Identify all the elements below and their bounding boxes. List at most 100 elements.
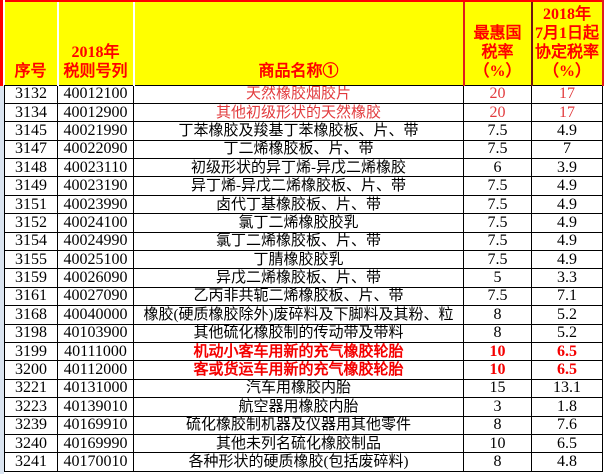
serial-cell: 3239 <box>4 415 58 435</box>
name-cell: 其他硫化橡胶制的传动带及带料 <box>133 323 464 343</box>
table-row: 3132 40012100 天然橡胶烟胶片 20 17 <box>4 84 603 104</box>
mfn-rate-cell: 20 <box>463 102 532 123</box>
serial-cell: 3200 <box>4 360 58 380</box>
code-cell: 40169910 <box>57 415 134 435</box>
header-mfn-rate: 最惠国 税率 （%） <box>462 0 532 86</box>
agreement-rate-cell: 4.9 <box>531 213 603 233</box>
code-cell: 40112000 <box>57 360 134 380</box>
name-cell: 氯丁二烯橡胶胶乳 <box>133 213 464 233</box>
table-row: 3168 40040000 橡胶(硬质橡胶除外)废碎料及下脚料及其粉、粒 8 5.2 <box>4 305 603 325</box>
table-row: 3221 40131000 汽车用橡胶内胎 15 13.1 <box>4 378 603 399</box>
table-row: 3239 40169910 硫化橡胶制机器及仪器用其他零件 8 7.6 <box>4 415 603 435</box>
mfn-rate-cell: 7.5 <box>463 176 532 196</box>
name-cell: 客或货运车用新的充气橡胶轮胎 <box>133 360 464 380</box>
table-row: 3159 40026090 异戊二烯橡胶板、片、带 5 3.3 <box>4 268 603 288</box>
agreement-rate-cell: 13.1 <box>531 378 603 399</box>
mfn-rate-cell: 15 <box>463 378 532 399</box>
name-cell: 丁苯橡胶及羧基丁苯橡胶板、片、带 <box>133 121 464 141</box>
agreement-rate-cell: 5.2 <box>531 305 603 325</box>
name-cell: 航空器用橡胶内胎 <box>133 397 464 417</box>
agreement-rate-cell: 4.9 <box>531 250 603 270</box>
table-row: 3223 40139010 航空器用橡胶内胎 3 1.8 <box>4 397 603 417</box>
mfn-rate-cell: 8 <box>463 323 532 343</box>
name-cell: 氯丁二烯橡胶板、片、带 <box>133 231 464 252</box>
code-cell: 40012100 <box>57 84 134 104</box>
serial-cell: 3149 <box>4 176 58 196</box>
mfn-rate-cell: 7.5 <box>463 139 532 160</box>
code-cell: 40026090 <box>57 268 134 288</box>
serial-cell: 3154 <box>4 231 58 252</box>
serial-cell: 3223 <box>4 397 58 417</box>
code-cell: 40027090 <box>57 286 134 307</box>
name-cell: 机动小客车用新的充气橡胶轮胎 <box>133 341 464 362</box>
serial-cell: 3151 <box>4 194 58 215</box>
code-cell: 40169990 <box>57 433 134 454</box>
mfn-rate-cell: 7.5 <box>463 250 532 270</box>
code-cell: 40170010 <box>57 452 134 472</box>
table-row: 3148 40023110 初级形状的异丁烯-异戊二烯橡胶 6 3.9 <box>4 158 603 178</box>
code-cell: 40012900 <box>57 102 134 123</box>
serial-cell: 3152 <box>4 213 58 233</box>
mfn-rate-cell: 7.5 <box>463 121 532 141</box>
serial-cell: 3168 <box>4 305 58 325</box>
mfn-rate-cell: 20 <box>463 84 532 104</box>
serial-cell: 3147 <box>4 139 58 160</box>
agreement-rate-cell: 17 <box>531 102 603 123</box>
name-cell: 橡胶(硬质橡胶除外)废碎料及下脚料及其粉、粒 <box>133 305 464 325</box>
mfn-rate-cell: 8 <box>463 305 532 325</box>
serial-cell: 3161 <box>4 286 58 307</box>
serial-cell: 3148 <box>4 158 58 178</box>
mfn-rate-cell: 5 <box>463 268 532 288</box>
mfn-rate-cell: 10 <box>463 360 532 380</box>
name-cell: 丁二烯橡胶板、片、带 <box>133 139 464 160</box>
header-serial: 序号 <box>4 0 58 86</box>
name-cell: 其他未列名硫化橡胶制品 <box>133 433 464 454</box>
header-agreement-rate: 2018年 7月1日起 协定税率 （%） <box>530 0 604 86</box>
code-cell: 40021990 <box>57 121 134 141</box>
table-body: 3132 40012100 天然橡胶烟胶片 20 17 3134 40012900 其他初级形… <box>4 84 603 472</box>
code-cell: 40131000 <box>57 378 134 399</box>
agreement-rate-cell: 5.2 <box>531 323 603 343</box>
mfn-rate-cell: 7.5 <box>463 231 532 252</box>
name-cell: 初级形状的异丁烯-异戊二烯橡胶 <box>133 158 464 178</box>
mfn-rate-cell: 10 <box>463 341 532 362</box>
name-cell: 汽车用橡胶内胎 <box>133 378 464 399</box>
table-row: 3200 40112000 客或货运车用新的充气橡胶轮胎 10 6.5 <box>4 360 603 380</box>
mfn-rate-cell: 6 <box>463 158 532 178</box>
table-row: 3161 40027090 乙丙非共轭二烯橡胶板、片、带 7.5 7.1 <box>4 286 603 307</box>
agreement-rate-cell: 6.5 <box>531 433 603 454</box>
code-cell: 40040000 <box>57 305 134 325</box>
name-cell: 各种形状的硬质橡胶(包括废碎料) <box>133 452 464 472</box>
table-row: 3155 40025100 丁腈橡胶胶乳 7.5 4.9 <box>4 250 603 270</box>
name-cell: 异丁烯-异戊二烯橡胶板、片、带 <box>133 176 464 196</box>
serial-cell: 3198 <box>4 323 58 343</box>
code-cell: 40139010 <box>57 397 134 417</box>
table-row: 3241 40170010 各种形状的硬质橡胶(包括废碎料) 8 4.8 <box>4 452 603 472</box>
table-row: 3198 40103900 其他硫化橡胶制的传动带及带料 8 5.2 <box>4 323 603 343</box>
agreement-rate-cell: 1.8 <box>531 397 603 417</box>
header-tariff-code: 2018年 税则号列 <box>56 0 134 86</box>
agreement-rate-cell: 7 <box>531 139 603 160</box>
table-row: 3145 40021990 丁苯橡胶及羧基丁苯橡胶板、片、带 7.5 4.9 <box>4 121 603 141</box>
code-cell: 40025100 <box>57 250 134 270</box>
agreement-rate-cell: 4.9 <box>531 194 603 215</box>
code-cell: 40023110 <box>57 158 134 178</box>
agreement-rate-cell: 3.9 <box>531 158 603 178</box>
left-gutter-body <box>0 86 4 474</box>
table-header: 序号 2018年 税则号列 商品名称① 最惠国 税率 （%） 2018年 7月1… <box>4 0 604 86</box>
agreement-rate-cell: 17 <box>531 84 603 104</box>
name-cell: 卤代丁基橡胶板、片、带 <box>133 194 464 215</box>
agreement-rate-cell: 7.6 <box>531 415 603 435</box>
mfn-rate-cell: 3 <box>463 397 532 417</box>
code-cell: 40023190 <box>57 176 134 196</box>
table-row: 3152 40024100 氯丁二烯橡胶胶乳 7.5 4.9 <box>4 213 603 233</box>
serial-cell: 3240 <box>4 433 58 454</box>
name-cell: 丁腈橡胶胶乳 <box>133 250 464 270</box>
mfn-rate-cell: 7.5 <box>463 286 532 307</box>
left-gutter-header <box>0 0 3 86</box>
serial-cell: 3241 <box>4 452 58 472</box>
serial-cell: 3221 <box>4 378 58 399</box>
header-product-name: 商品名称① <box>132 0 464 86</box>
agreement-rate-cell: 6.5 <box>531 341 603 362</box>
agreement-rate-cell: 4.8 <box>531 452 603 472</box>
